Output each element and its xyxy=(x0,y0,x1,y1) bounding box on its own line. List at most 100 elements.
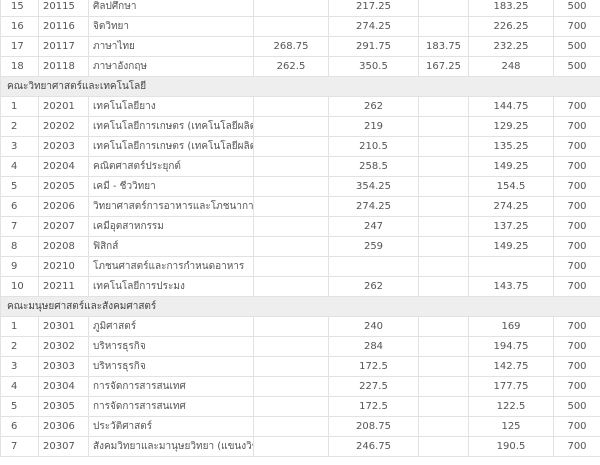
row-index: 16 xyxy=(0,16,39,37)
row-index: 10 xyxy=(0,276,39,297)
score-cell: 144.75 xyxy=(468,96,554,117)
program-name: ฟิสิกส์ xyxy=(88,236,254,257)
score-cell: 284 xyxy=(328,336,419,357)
program-name: บริหารธุรกิจ xyxy=(88,356,254,377)
code: 20201 xyxy=(38,96,89,117)
program-name: ภาษาอังกฤษ xyxy=(88,56,254,77)
data-row: 2 20302 บริหารธุรกิจ 284 194.75 700 xyxy=(0,336,600,357)
program-name: เทคโนโลยีการเกษตร (เทคโนโลยีผลิตพืช) xyxy=(88,116,254,137)
data-row: 6 20206 วิทยาศาสตร์การอาหารและโภชนาการ 274.… xyxy=(0,196,600,217)
score-cell xyxy=(418,96,469,117)
score-cell: 259 xyxy=(328,236,419,257)
score-cell: 291.75 xyxy=(328,36,419,57)
program-name: ภูมิศาสตร์ xyxy=(88,316,254,337)
score-cell: 135.25 xyxy=(468,136,554,157)
data-row: 1 20201 เทคโนโลยียาง 262 144.75 700 xyxy=(0,96,600,117)
score-cell: 149.25 xyxy=(468,156,554,177)
program-name: เคมี - ชีววิทยา xyxy=(88,176,254,197)
score-cell: 226.25 xyxy=(468,16,554,37)
row-index: 7 xyxy=(0,216,39,237)
score-cell: 500 xyxy=(553,36,600,57)
program-name: คณิตศาสตร์ประยุกต์ xyxy=(88,156,254,177)
row-index: 9 xyxy=(0,256,39,277)
program-name: ศิลปศึกษา xyxy=(88,0,254,17)
score-cell: 700 xyxy=(553,136,600,157)
score-cell: 167.25 xyxy=(418,56,469,77)
data-row: 3 20303 บริหารธุรกิจ 172.5 142.75 700 xyxy=(0,356,600,377)
score-cell xyxy=(253,236,329,257)
score-cell: 500 xyxy=(553,396,600,417)
program-name: การจัดการสารสนเทศ xyxy=(88,376,254,397)
score-cell: 172.5 xyxy=(328,356,419,377)
score-cell: 143.75 xyxy=(468,276,554,297)
score-cell xyxy=(253,96,329,117)
score-cell xyxy=(418,396,469,417)
score-cell xyxy=(418,0,469,17)
row-index: 6 xyxy=(0,416,39,437)
score-cell xyxy=(253,176,329,197)
program-name: เคมีอุตสาหกรรม xyxy=(88,216,254,237)
row-index: 1 xyxy=(0,316,39,337)
score-cell xyxy=(253,276,329,297)
program-name: วิทยาศาสตร์การอาหารและโภชนาการ xyxy=(88,196,254,217)
score-cell xyxy=(253,156,329,177)
score-cell xyxy=(418,156,469,177)
score-cell: 700 xyxy=(553,96,600,117)
score-cell xyxy=(418,116,469,137)
data-row: 16 20116 จิตวิทยา 274.25 226.25 700 xyxy=(0,16,600,37)
score-cell xyxy=(253,196,329,217)
row-index: 5 xyxy=(0,176,39,197)
score-cell: 700 xyxy=(553,416,600,437)
score-cell: 137.25 xyxy=(468,216,554,237)
program-name: จิตวิทยา xyxy=(88,16,254,37)
program-name: บริหารธุรกิจ xyxy=(88,336,254,357)
code: 20203 xyxy=(38,136,89,157)
row-index: 2 xyxy=(0,336,39,357)
data-row: 10 20211 เทคโนโลยีการประมง 262 143.75 700 xyxy=(0,276,600,297)
code: 20208 xyxy=(38,236,89,257)
score-cell: 177.75 xyxy=(468,376,554,397)
code: 20304 xyxy=(38,376,89,397)
code: 20206 xyxy=(38,196,89,217)
row-index: 4 xyxy=(0,376,39,397)
program-name: การจัดการสารสนเทศ xyxy=(88,396,254,417)
data-row: 9 20210 โภชนศาสตร์และการกำหนดอาหาร 700 xyxy=(0,256,600,277)
score-cell: 142.75 xyxy=(468,356,554,377)
code: 20202 xyxy=(38,116,89,137)
code: 20118 xyxy=(38,56,89,77)
row-index: 3 xyxy=(0,136,39,157)
score-cell: 268.75 xyxy=(253,36,329,57)
score-cell: 258.5 xyxy=(328,156,419,177)
data-row: 4 20204 คณิตศาสตร์ประยุกต์ 258.5 149.25 700 xyxy=(0,156,600,177)
score-cell: 240 xyxy=(328,316,419,337)
row-index: 4 xyxy=(0,156,39,177)
code: 20117 xyxy=(38,36,89,57)
data-row: 17 20117 ภาษาไทย 268.75 291.75 183.75 232.25 50… xyxy=(0,36,600,57)
score-cell: 700 xyxy=(553,336,600,357)
program-name: เทคโนโลยีการเกษตร (เทคโนโลยีผลิตสัตว์) xyxy=(88,136,254,157)
data-row: 18 20118 ภาษาอังกฤษ 262.5 350.5 167.25 248 500 xyxy=(0,56,600,77)
program-name: ภาษาไทย xyxy=(88,36,254,57)
section-row: คณะวิทยาศาสตร์และเทคโนโลยี xyxy=(0,76,600,97)
score-cell: 500 xyxy=(553,56,600,77)
row-index: 6 xyxy=(0,196,39,217)
score-cell: 154.5 xyxy=(468,176,554,197)
score-cell xyxy=(253,376,329,397)
score-cell xyxy=(253,16,329,37)
score-cell: 122.5 xyxy=(468,396,554,417)
score-cell: 500 xyxy=(553,0,600,17)
score-cell: 149.25 xyxy=(468,236,554,257)
score-cell: 262.5 xyxy=(253,56,329,77)
score-cell: 274.25 xyxy=(328,196,419,217)
score-cell xyxy=(253,416,329,437)
score-cell: 129.25 xyxy=(468,116,554,137)
code: 20204 xyxy=(38,156,89,177)
score-cell xyxy=(253,0,329,17)
section-row: คณะมนุษยศาสตร์และสังคมศาสตร์ xyxy=(0,296,600,317)
score-cell: 274.25 xyxy=(328,16,419,37)
program-name: เทคโนโลยีการประมง xyxy=(88,276,254,297)
